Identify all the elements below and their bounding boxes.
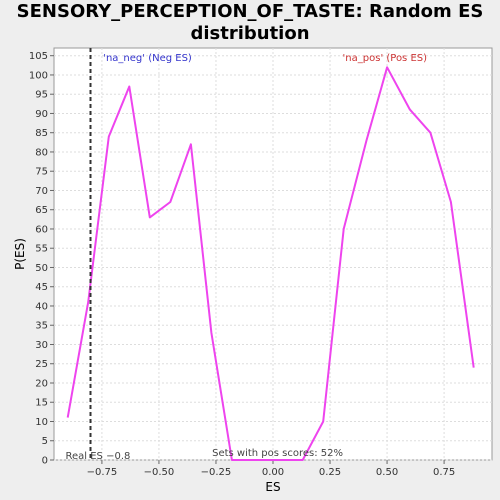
y-tick-label: 85 bbox=[35, 128, 48, 139]
pos-es-label: 'na_pos' (Pos ES) bbox=[343, 53, 428, 64]
y-tick-label: 0 bbox=[42, 456, 48, 467]
x-tick-label: −0.25 bbox=[201, 467, 232, 478]
x-axis-title: ES bbox=[265, 480, 280, 494]
series-line bbox=[66, 66, 475, 461]
annotations: Real ES −0.8 'na_neg' (Neg ES) 'na_pos' (P… bbox=[66, 48, 428, 462]
y-tick-label: 25 bbox=[35, 359, 48, 370]
y-tick-label: 15 bbox=[35, 398, 48, 409]
y-tick-label: 45 bbox=[35, 282, 48, 293]
series-group bbox=[66, 66, 475, 461]
y-tick-label: 100 bbox=[29, 70, 48, 81]
pos-scores-note: Sets with pos scores: 52% bbox=[212, 448, 343, 459]
y-tick-label: 10 bbox=[35, 417, 48, 428]
x-tick-label: 0.00 bbox=[262, 467, 284, 478]
y-tick-label: 80 bbox=[35, 147, 48, 158]
x-tick-label: −0.75 bbox=[87, 467, 118, 478]
x-tick-label: 0.50 bbox=[376, 467, 398, 478]
chart-title-line-1: SENSORY_PERCEPTION_OF_TASTE: Random ES bbox=[16, 1, 484, 22]
y-tick-label: 40 bbox=[35, 301, 48, 312]
y-tick-label: 5 bbox=[42, 436, 48, 447]
y-tick-label: 95 bbox=[35, 90, 48, 101]
y-tick-label: 65 bbox=[35, 205, 48, 216]
y-tick-label: 55 bbox=[35, 244, 48, 255]
y-tick-label: 75 bbox=[35, 167, 48, 178]
grid-lines bbox=[54, 48, 492, 461]
neg-es-label: 'na_neg' (Neg ES) bbox=[103, 53, 192, 64]
x-tick-label: −0.50 bbox=[144, 467, 175, 478]
y-axis: 0 5 10 15 20 25 30 35 40 45 50 55 60 65 70 75 80 85 90 95 10… bbox=[29, 51, 54, 467]
y-tick-label: 90 bbox=[35, 109, 48, 120]
y-tick-label: 60 bbox=[35, 224, 48, 235]
y-axis-title: P(ES) bbox=[13, 238, 27, 270]
x-axis: −0.75 −0.50 −0.25 0.00 0.25 0.50 0.75 bbox=[87, 460, 455, 478]
x-tick-label: 0.75 bbox=[433, 467, 455, 478]
y-tick-label: 20 bbox=[35, 378, 48, 389]
chart-title-line-2: distribution bbox=[190, 23, 310, 44]
y-tick-label: 30 bbox=[35, 340, 48, 351]
y-tick-label: 35 bbox=[35, 321, 48, 332]
chart-title: SENSORY_PERCEPTION_OF_TASTE: Random ES d… bbox=[0, 1, 500, 45]
y-tick-label: 50 bbox=[35, 263, 48, 274]
x-tick-label: 0.25 bbox=[319, 467, 341, 478]
real-es-label: Real ES −0.8 bbox=[66, 451, 131, 462]
y-tick-label: 105 bbox=[29, 51, 48, 62]
y-tick-label: 70 bbox=[35, 186, 48, 197]
